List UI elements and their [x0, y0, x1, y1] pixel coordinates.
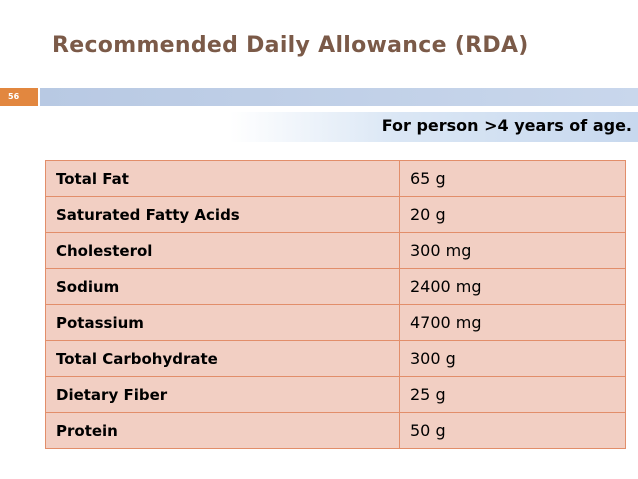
amount: 2400 mg — [399, 268, 626, 305]
amount: 20 g — [399, 196, 626, 233]
amount: 300 mg — [399, 232, 626, 269]
table-row: Total Carbohydrate 300 g — [45, 340, 626, 377]
slide-number: 56 — [0, 88, 38, 106]
subtitle: For person >4 years of age. — [381, 116, 632, 135]
rda-table: Total Fat 65 g Saturated Fatty Acids 20 g Ch… — [45, 160, 626, 449]
table-row: Potassium 4700 mg — [45, 304, 626, 341]
nutrient: Cholesterol — [45, 232, 400, 269]
amount: 65 g — [399, 160, 626, 197]
table-row: Protein 50 g — [45, 412, 626, 449]
header-bar — [40, 88, 638, 106]
nutrient: Protein — [45, 412, 400, 449]
amount: 50 g — [399, 412, 626, 449]
table-row: Total Fat 65 g — [45, 160, 626, 197]
nutrient: Total Carbohydrate — [45, 340, 400, 377]
amount: 300 g — [399, 340, 626, 377]
amount: 25 g — [399, 376, 626, 413]
table-row: Cholesterol 300 mg — [45, 232, 626, 269]
amount: 4700 mg — [399, 304, 626, 341]
title: Recommended Daily Allowance (RDA) — [52, 33, 529, 58]
table-row: Saturated Fatty Acids 20 g — [45, 196, 626, 233]
nutrient: Total Fat — [45, 160, 400, 197]
table-row: Dietary Fiber 25 g — [45, 376, 626, 413]
nutrient: Saturated Fatty Acids — [45, 196, 400, 233]
nutrient: Sodium — [45, 268, 400, 305]
nutrient: Dietary Fiber — [45, 376, 400, 413]
nutrient: Potassium — [45, 304, 400, 341]
subtitle-band: For person >4 years of age. — [230, 112, 638, 142]
table-row: Sodium 2400 mg — [45, 268, 626, 305]
